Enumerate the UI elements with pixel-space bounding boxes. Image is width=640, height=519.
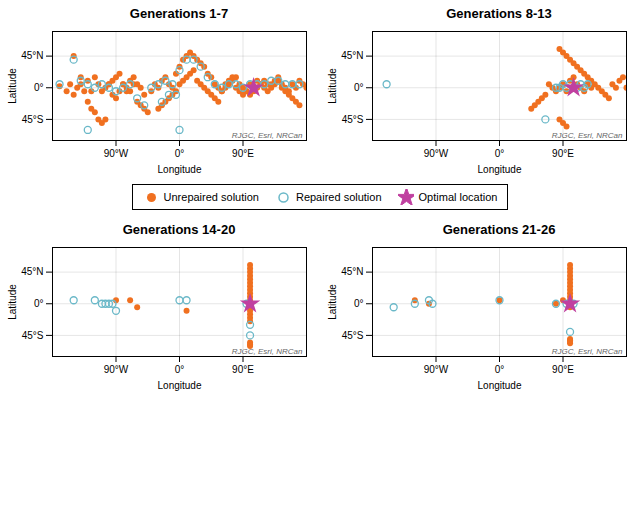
svg-text:0°: 0°	[495, 148, 505, 159]
html-text:Generations 1-7: Generations 1-7	[129, 6, 229, 21]
svg-text:0°: 0°	[175, 148, 185, 159]
svg-text:0°: 0°	[354, 298, 364, 309]
svg-text:90°E: 90°E	[232, 148, 254, 159]
svg-text:90°W: 90°W	[104, 148, 129, 159]
svg-text:90°W: 90°W	[424, 364, 449, 375]
svg-text:0°: 0°	[34, 82, 44, 93]
svg-text:Latitude: Latitude	[7, 68, 18, 104]
svg-text:RJGC, Esri, NRCan: RJGC, Esri, NRCan	[552, 131, 623, 140]
svg-text:RJGC, Esri, NRCan: RJGC, Esri, NRCan	[232, 131, 303, 140]
svg-text:0°: 0°	[175, 364, 185, 375]
html-text:Optimal location: Optimal location	[418, 191, 498, 203]
svg-text:45°N: 45°N	[21, 50, 43, 61]
svg-text:90°E: 90°E	[232, 364, 254, 375]
svg-text:Latitude: Latitude	[327, 68, 338, 104]
svg-text:45°S: 45°S	[22, 330, 44, 341]
svg-text:0°: 0°	[34, 298, 44, 309]
svg-text:45°S: 45°S	[342, 330, 364, 341]
html-text:Generations 14-20: Generations 14-20	[122, 222, 236, 237]
html-text:Unrepaired solution: Unrepaired solution	[163, 191, 259, 203]
svg-text:Longitude: Longitude	[478, 380, 522, 391]
svg-text:45°N: 45°N	[341, 50, 363, 61]
svg-text:0°: 0°	[495, 364, 505, 375]
svg-text:0°: 0°	[354, 82, 364, 93]
html-text:Repaired solution: Repaired solution	[295, 191, 382, 203]
svg-text:RJGC, Esri, NRCan: RJGC, Esri, NRCan	[232, 347, 303, 356]
svg-text:90°E: 90°E	[552, 148, 574, 159]
html-text:Generations 21-26: Generations 21-26	[442, 222, 556, 237]
svg-text:Longitude: Longitude	[478, 164, 522, 175]
svg-text:45°S: 45°S	[22, 114, 44, 125]
svg-text:Latitude: Latitude	[7, 284, 18, 320]
svg-text:Longitude: Longitude	[158, 380, 202, 391]
svg-text:45°N: 45°N	[21, 266, 43, 277]
svg-text:RJGC, Esri, NRCan: RJGC, Esri, NRCan	[552, 347, 623, 356]
svg-text:Latitude: Latitude	[327, 284, 338, 320]
html-text:Generations 8-13: Generations 8-13	[446, 6, 552, 21]
svg-text:90°W: 90°W	[424, 148, 449, 159]
svg-text:45°S: 45°S	[342, 114, 364, 125]
svg-text:45°N: 45°N	[341, 266, 363, 277]
svg-text:Longitude: Longitude	[158, 164, 202, 175]
svg-text:90°E: 90°E	[552, 364, 574, 375]
svg-text:90°W: 90°W	[104, 364, 129, 375]
